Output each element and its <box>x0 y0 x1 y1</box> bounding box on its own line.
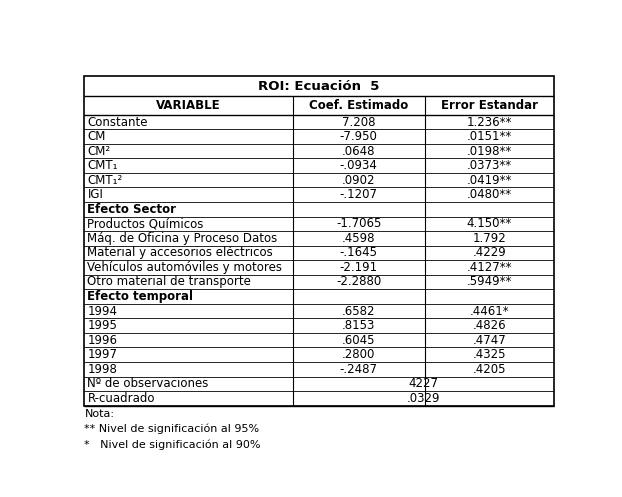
Text: -7.950: -7.950 <box>340 130 378 143</box>
Text: -1.7065: -1.7065 <box>336 217 381 230</box>
Text: Efecto Sector: Efecto Sector <box>87 203 177 216</box>
Text: .0329: .0329 <box>407 392 440 405</box>
Text: -.2487: -.2487 <box>340 363 378 376</box>
Text: VARIABLE: VARIABLE <box>156 99 221 112</box>
Text: .2800: .2800 <box>342 348 376 361</box>
Text: 7.208: 7.208 <box>342 115 376 129</box>
Text: IGI: IGI <box>87 188 103 201</box>
Text: -2.2880: -2.2880 <box>336 275 381 288</box>
Bar <box>83 77 554 406</box>
Text: .6045: .6045 <box>342 333 376 346</box>
Text: Material y accesorios eléctricos: Material y accesorios eléctricos <box>87 247 273 259</box>
Text: -.1207: -.1207 <box>340 188 378 201</box>
Text: .4747: .4747 <box>473 333 506 346</box>
Text: -.1645: -.1645 <box>340 247 378 259</box>
Text: Constante: Constante <box>87 115 148 129</box>
Text: 1997: 1997 <box>87 348 118 361</box>
Text: -.0934: -.0934 <box>340 159 378 172</box>
Text: Efecto temporal: Efecto temporal <box>87 290 193 303</box>
Text: .0480**: .0480** <box>466 188 512 201</box>
Text: 1.236**: 1.236** <box>466 115 512 129</box>
Text: .0151**: .0151** <box>466 130 512 143</box>
Text: .8153: .8153 <box>342 319 376 332</box>
Text: .0648: .0648 <box>342 145 376 158</box>
Text: Error Estandar: Error Estandar <box>441 99 538 112</box>
Text: CM: CM <box>87 130 106 143</box>
Text: .4826: .4826 <box>473 319 506 332</box>
Text: Nº de observaciones: Nº de observaciones <box>87 377 209 390</box>
Text: .4325: .4325 <box>473 348 506 361</box>
Text: Máq. de Oficina y Proceso Datos: Máq. de Oficina y Proceso Datos <box>87 232 277 245</box>
Text: .4598: .4598 <box>342 232 376 245</box>
Text: .6582: .6582 <box>342 305 376 318</box>
Text: Productos Químicos: Productos Químicos <box>87 217 204 230</box>
Text: ** Nivel de significación al 95%: ** Nivel de significación al 95% <box>85 424 259 434</box>
Text: .0419**: .0419** <box>466 173 512 187</box>
Text: 1994: 1994 <box>87 305 118 318</box>
Text: CMT₁²: CMT₁² <box>87 173 123 187</box>
Text: -2.191: -2.191 <box>340 261 378 274</box>
Text: 1996: 1996 <box>87 333 118 346</box>
Text: .0198**: .0198** <box>466 145 512 158</box>
Text: ROI: Ecuación  5: ROI: Ecuación 5 <box>258 80 379 93</box>
Text: Vehículos automóviles y motores: Vehículos automóviles y motores <box>87 261 282 274</box>
Text: Coef. Estimado: Coef. Estimado <box>309 99 409 112</box>
Text: Otro material de transporte: Otro material de transporte <box>87 275 251 288</box>
Text: CM²: CM² <box>87 145 111 158</box>
Text: 1998: 1998 <box>87 363 118 376</box>
Text: 4.150**: 4.150** <box>466 217 512 230</box>
Text: *   Nivel de significación al 90%: * Nivel de significación al 90% <box>85 439 261 450</box>
Text: R-cuadrado: R-cuadrado <box>87 392 155 405</box>
Text: 1.792: 1.792 <box>473 232 506 245</box>
Text: 4227: 4227 <box>409 377 439 390</box>
Text: .4127**: .4127** <box>466 261 512 274</box>
Text: .0373**: .0373** <box>466 159 512 172</box>
Text: .4205: .4205 <box>473 363 506 376</box>
Text: .4229: .4229 <box>473 247 506 259</box>
Text: 1995: 1995 <box>87 319 118 332</box>
Text: .5949**: .5949** <box>466 275 512 288</box>
Text: Nota:: Nota: <box>85 409 114 418</box>
Text: .0902: .0902 <box>342 173 376 187</box>
Text: .4461*: .4461* <box>470 305 509 318</box>
Text: CMT₁: CMT₁ <box>87 159 118 172</box>
